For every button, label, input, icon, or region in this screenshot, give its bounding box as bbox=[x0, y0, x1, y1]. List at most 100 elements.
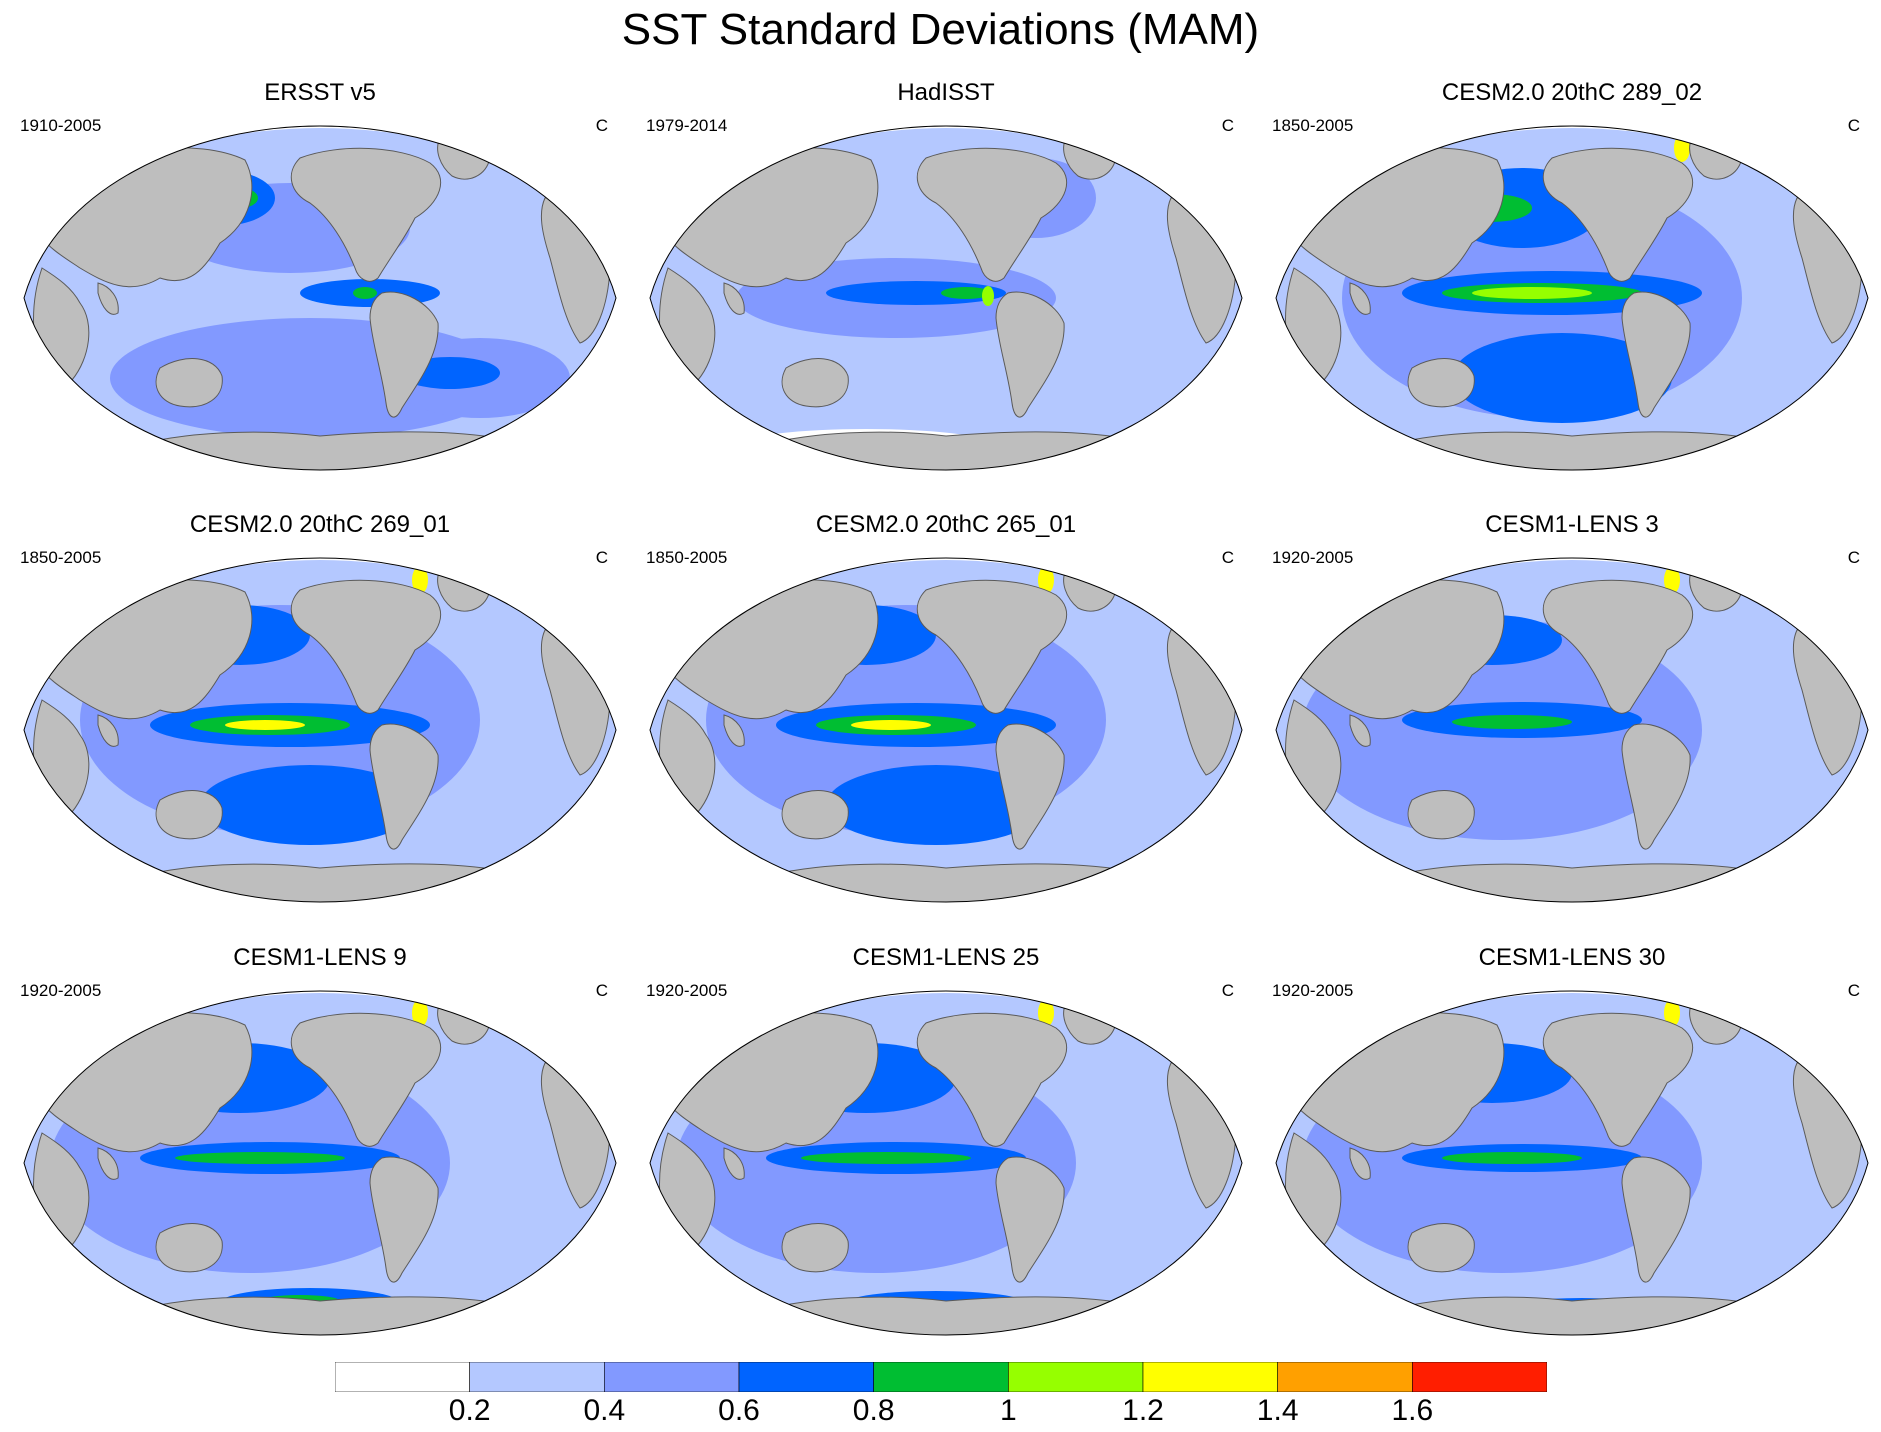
panel-units: C bbox=[1221, 548, 1234, 567]
landmass bbox=[1621, 1156, 1691, 1283]
panel-units: C bbox=[1847, 981, 1860, 1000]
map-outline bbox=[649, 557, 1243, 903]
colorbar bbox=[335, 1362, 1547, 1392]
landmass bbox=[369, 1156, 439, 1283]
map-panel: CESM1-LENS 9 1920-2005 C bbox=[10, 943, 630, 1348]
landmass bbox=[995, 723, 1065, 850]
landmass bbox=[97, 1147, 119, 1180]
panel-title: CESM2.0 20thC 265_01 bbox=[815, 511, 1077, 538]
map-panel: ERSST v5 1910-2005 C bbox=[10, 78, 630, 483]
sst-contour bbox=[412, 999, 428, 1027]
landmass bbox=[781, 358, 849, 408]
colorbar-tick-label: 1 bbox=[999, 1394, 1017, 1427]
sst-contour bbox=[1452, 715, 1572, 729]
colorbar-swatch bbox=[604, 1362, 740, 1392]
panel-period: 1850-2005 bbox=[646, 548, 728, 567]
colorbar-tick-label: 1.2 bbox=[1122, 1394, 1164, 1427]
panel-units: C bbox=[1847, 548, 1860, 567]
landmass bbox=[1407, 358, 1475, 408]
map-outline bbox=[1275, 557, 1869, 903]
colorbar-swatch bbox=[335, 1362, 470, 1392]
colorbar-tick-label: 1.4 bbox=[1256, 1394, 1299, 1427]
landmass bbox=[1542, 579, 1694, 714]
landmass bbox=[1407, 1223, 1475, 1273]
landmass bbox=[155, 790, 223, 840]
landmass bbox=[734, 431, 1168, 470]
panel-title: CESM1-LENS 30 bbox=[1478, 944, 1666, 971]
landmass bbox=[369, 291, 439, 418]
panel-period: 1920-2005 bbox=[1272, 981, 1354, 1000]
world-map bbox=[23, 125, 617, 471]
sst-contour bbox=[1664, 566, 1680, 594]
landmass bbox=[155, 358, 223, 408]
sst-contour bbox=[412, 566, 428, 594]
landmass bbox=[369, 723, 439, 850]
map-panel: CESM2.0 20thC 269_01 1850-2005 C bbox=[10, 510, 630, 915]
panel-period: 1920-2005 bbox=[20, 981, 102, 1000]
landmass bbox=[290, 147, 442, 282]
sst-contour bbox=[826, 765, 1046, 845]
map-panel: CESM2.0 20thC 289_02 1850-2005 C bbox=[1262, 78, 1881, 483]
landmass bbox=[1360, 863, 1794, 902]
map-panel: CESM1-LENS 30 1920-2005 C bbox=[1262, 943, 1881, 1348]
sst-contour bbox=[175, 1152, 345, 1164]
panel-title: CESM1-LENS 9 bbox=[233, 944, 407, 971]
panel-period: 1910-2005 bbox=[20, 116, 102, 135]
landmass bbox=[781, 1223, 849, 1273]
world-map bbox=[649, 125, 1243, 471]
landmass bbox=[916, 579, 1068, 714]
map-outline bbox=[23, 557, 617, 903]
map-outline bbox=[1275, 990, 1869, 1336]
colorbar-tick-label: 0.4 bbox=[583, 1394, 626, 1427]
landmass bbox=[1542, 1012, 1694, 1147]
panel-title: CESM2.0 20thC 289_02 bbox=[1441, 79, 1703, 106]
panel-title: CESM2.0 20thC 269_01 bbox=[189, 511, 451, 538]
sst-contour bbox=[1674, 134, 1690, 162]
map-outline bbox=[23, 990, 617, 1336]
landmass bbox=[1542, 147, 1694, 282]
colorbar-tick-label: 0.6 bbox=[718, 1394, 760, 1427]
panel-title: HadISST bbox=[897, 79, 995, 106]
landmass bbox=[723, 1147, 745, 1180]
panel-period: 1850-2005 bbox=[1272, 116, 1354, 135]
landmass bbox=[995, 1156, 1065, 1283]
landmass bbox=[723, 714, 745, 747]
map-outline bbox=[23, 125, 617, 471]
sst-contour bbox=[1472, 287, 1592, 299]
sst-contour bbox=[225, 720, 305, 730]
sst-contour bbox=[1664, 999, 1680, 1027]
colorbar-tick-label: 1.6 bbox=[1391, 1394, 1434, 1427]
map-outline bbox=[649, 990, 1243, 1336]
colorbar-tick-label: 0.8 bbox=[852, 1394, 895, 1427]
landmass bbox=[734, 863, 1168, 902]
map-panel: CESM1-LENS 25 1920-2005 C bbox=[636, 943, 1256, 1348]
colorbar-tick-label: 0.2 bbox=[448, 1394, 491, 1427]
sst-contour bbox=[200, 765, 420, 845]
colorbar-swatch bbox=[469, 1362, 605, 1392]
colorbar-swatch bbox=[1412, 1362, 1547, 1392]
colorbar-swatch bbox=[1277, 1362, 1413, 1392]
map-outline bbox=[649, 125, 1243, 471]
landmass bbox=[1360, 431, 1794, 470]
landmass bbox=[97, 282, 119, 315]
landmass bbox=[916, 1012, 1068, 1147]
landmass bbox=[995, 291, 1065, 418]
world-map bbox=[1275, 990, 1869, 1336]
sst-contour bbox=[1442, 1152, 1582, 1164]
map-outline bbox=[1275, 125, 1869, 471]
world-map bbox=[649, 990, 1243, 1336]
map-panel: CESM2.0 20thC 265_01 1850-2005 C bbox=[636, 510, 1256, 915]
sst-contour bbox=[801, 1152, 971, 1164]
landmass bbox=[1349, 282, 1371, 315]
landmass bbox=[108, 1296, 542, 1335]
landmass bbox=[97, 714, 119, 747]
colorbar-swatch bbox=[873, 1362, 1009, 1392]
sst-contour bbox=[1038, 999, 1054, 1027]
sst-contour bbox=[1452, 333, 1672, 423]
panel-units: C bbox=[1847, 116, 1860, 135]
world-map bbox=[23, 990, 617, 1336]
landmass bbox=[723, 282, 745, 315]
landmass bbox=[108, 431, 542, 470]
world-map bbox=[649, 557, 1243, 903]
sst-contour bbox=[982, 286, 994, 306]
